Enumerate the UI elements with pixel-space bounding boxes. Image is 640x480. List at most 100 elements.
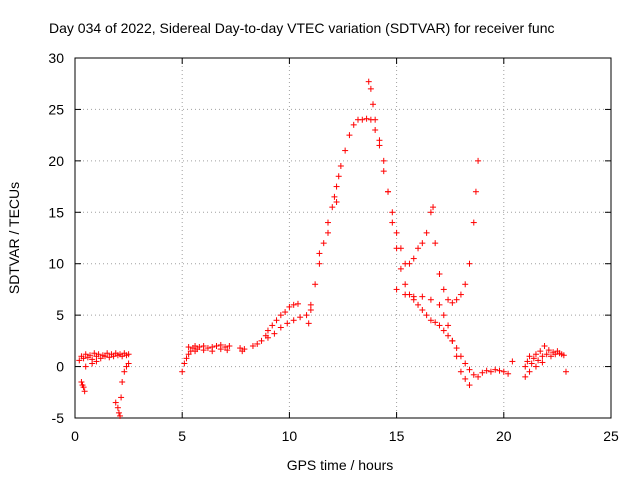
data-point — [522, 363, 529, 370]
data-point — [492, 366, 499, 373]
data-point — [320, 240, 327, 247]
data-point — [209, 348, 216, 355]
data-point — [82, 363, 89, 370]
data-point — [365, 78, 372, 85]
data-point — [466, 260, 473, 267]
data-point — [307, 307, 314, 313]
data-point — [380, 168, 387, 175]
data-point — [125, 351, 132, 358]
data-point — [192, 348, 199, 355]
data-point — [466, 382, 473, 389]
data-point — [324, 229, 331, 236]
data-point — [423, 229, 430, 236]
data-point — [453, 353, 460, 360]
data-point — [539, 359, 546, 366]
plot-frame — [74, 57, 612, 419]
data-point — [110, 353, 117, 360]
data-point — [505, 370, 512, 377]
data-point — [303, 312, 310, 319]
data-point — [440, 327, 447, 334]
data-point — [316, 250, 323, 257]
data-point — [286, 303, 293, 310]
data-point — [324, 219, 331, 226]
data-point — [410, 293, 417, 300]
data-point — [237, 345, 244, 352]
data-point — [432, 319, 439, 326]
axis-ticks: 0 5 10 15 20 25 -5 0 5 10 15 20 25 30 — [48, 50, 619, 444]
data-point — [487, 368, 494, 375]
data-point — [363, 115, 370, 122]
data-point — [112, 399, 119, 406]
data-point — [312, 281, 319, 288]
data-point — [445, 296, 452, 303]
data-point — [346, 132, 353, 139]
data-point — [258, 337, 265, 344]
data-point — [415, 301, 422, 308]
data-point — [329, 204, 336, 211]
data-point — [106, 354, 113, 361]
data-point — [331, 193, 338, 200]
data-point — [522, 373, 529, 380]
data-point — [179, 368, 186, 375]
data-point — [204, 345, 211, 352]
data-point — [445, 322, 452, 329]
data-point — [393, 286, 400, 293]
data-point — [393, 229, 400, 236]
data-point — [415, 245, 422, 252]
data-point — [123, 363, 130, 370]
data-point — [192, 343, 199, 349]
data-point — [385, 188, 392, 195]
data-point — [537, 348, 544, 355]
data-point — [470, 219, 477, 226]
data-point — [78, 379, 85, 385]
data-point — [115, 409, 122, 416]
x-tick-label: 10 — [282, 428, 298, 444]
data-point — [449, 337, 456, 344]
data-point — [114, 404, 121, 411]
data-point — [389, 219, 396, 226]
data-point — [91, 350, 98, 357]
data-point — [95, 351, 102, 358]
data-point — [372, 127, 379, 133]
data-point — [294, 300, 301, 307]
data-point — [552, 351, 559, 358]
data-point — [290, 301, 297, 308]
data-point — [427, 296, 434, 303]
data-point — [462, 375, 469, 382]
data-point — [393, 245, 400, 252]
data-points — [76, 78, 569, 419]
y-tick-label: 0 — [56, 359, 64, 375]
data-point — [543, 351, 550, 358]
data-point — [335, 173, 342, 180]
data-point — [226, 343, 233, 349]
data-point — [462, 360, 469, 367]
data-point — [196, 344, 203, 351]
data-point — [97, 355, 104, 362]
data-point — [118, 394, 125, 401]
data-point — [185, 351, 192, 358]
data-point — [547, 353, 554, 360]
data-point — [376, 142, 383, 149]
data-point — [462, 281, 469, 288]
data-point — [466, 366, 473, 373]
data-point — [82, 351, 89, 358]
data-point — [524, 358, 531, 365]
data-point — [241, 346, 248, 353]
data-point — [181, 360, 188, 367]
data-point — [217, 346, 224, 353]
data-point — [509, 358, 516, 365]
data-point — [496, 367, 503, 374]
data-point — [402, 291, 409, 298]
data-point — [359, 116, 366, 123]
data-point — [183, 355, 190, 362]
data-point — [427, 209, 434, 216]
data-point — [453, 296, 460, 303]
data-point — [372, 116, 379, 123]
data-point — [397, 265, 404, 272]
data-point — [453, 345, 460, 352]
data-point — [436, 301, 443, 308]
data-point — [80, 384, 87, 391]
data-point — [430, 204, 437, 211]
data-point — [104, 350, 111, 357]
